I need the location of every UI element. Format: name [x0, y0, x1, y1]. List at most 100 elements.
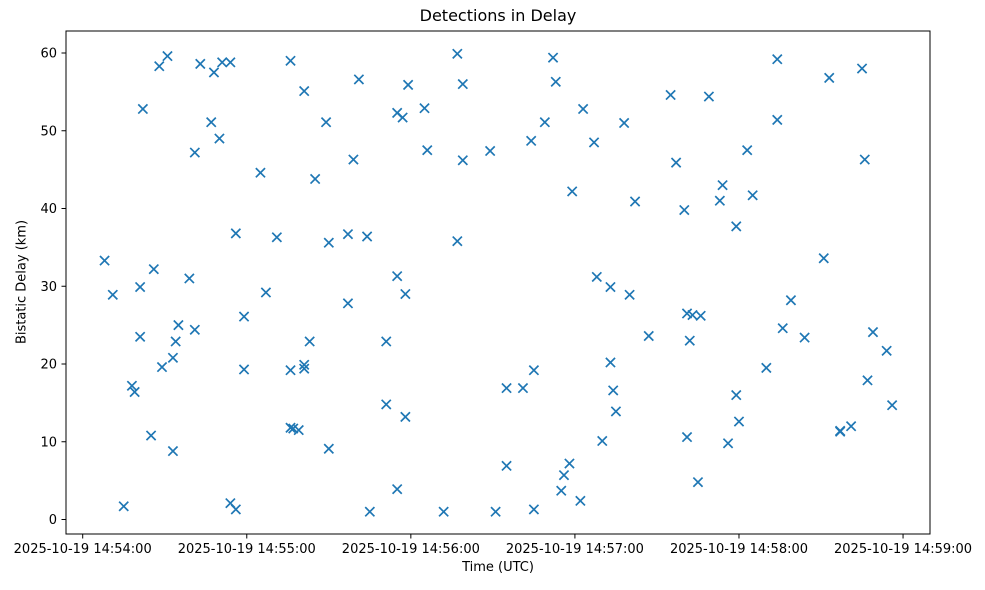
scatter-point — [214, 133, 225, 144]
scatter-point — [260, 287, 272, 298]
scatter-point — [605, 357, 616, 368]
scatter-point — [400, 288, 411, 300]
y-tick-label: 60 — [40, 47, 57, 62]
scatter-point — [162, 50, 173, 62]
scatter-point — [137, 103, 149, 115]
scatter-point — [391, 270, 403, 282]
scatter-point — [298, 359, 310, 370]
scatter-point — [195, 58, 206, 70]
scatter-point — [681, 431, 693, 443]
scatter-point — [126, 380, 138, 391]
scatter-point — [528, 504, 540, 515]
axes-spines — [65, 30, 931, 535]
scatter-point — [818, 253, 829, 264]
scatter-point — [566, 186, 578, 197]
scatter-point — [342, 228, 354, 240]
y-tick-label: 0 — [49, 513, 57, 528]
scatter-point — [323, 237, 335, 248]
scatter-point — [452, 235, 463, 247]
x-tick-label: 2025-10-19 14:55:00 — [178, 542, 316, 557]
scatter-point — [610, 406, 622, 417]
scatter-point — [886, 400, 898, 411]
scatter-point — [722, 438, 734, 449]
scatter-point — [490, 506, 501, 517]
scatter-point — [528, 365, 540, 376]
scatter-point — [208, 67, 220, 78]
scatter-point — [539, 116, 551, 128]
scatter-point — [772, 54, 783, 65]
scatter-point — [348, 154, 359, 165]
scatter-point — [785, 295, 797, 306]
scatter-point — [859, 154, 870, 165]
scatter-point — [107, 289, 118, 301]
scatter-point — [564, 458, 575, 469]
scatter-point — [862, 375, 873, 386]
scatter-point — [189, 324, 201, 335]
y-tick-label: 20 — [40, 358, 57, 373]
scatter-point — [624, 289, 635, 301]
scatter-point — [298, 85, 310, 97]
scatter-point — [184, 273, 195, 284]
scatter-point — [799, 332, 810, 343]
scatter-point — [629, 196, 641, 207]
x-tick-label: 2025-10-19 14:54:00 — [14, 542, 152, 557]
scatter-point — [824, 72, 835, 84]
scatter-point — [255, 167, 266, 178]
scatter-point — [167, 445, 179, 457]
scatter-point — [558, 469, 570, 481]
scatter-point — [364, 506, 376, 517]
scatter-point — [422, 144, 433, 156]
x-tick-label: 2025-10-19 14:59:00 — [834, 542, 972, 557]
scatter-point — [320, 116, 332, 128]
scatter-point — [285, 422, 296, 433]
y-tick-label: 30 — [40, 280, 57, 295]
scatter-point — [834, 426, 846, 437]
scatter-point — [525, 135, 537, 147]
scatter-point — [856, 63, 868, 74]
scatter-point — [731, 221, 742, 232]
scatter-point — [556, 485, 567, 496]
x-tick-label: 2025-10-19 14:58:00 — [670, 542, 808, 557]
x-tick-label: 2025-10-19 14:57:00 — [506, 542, 644, 557]
scatter-point — [687, 309, 698, 321]
scatter-point — [145, 430, 157, 441]
scatter-point — [772, 114, 783, 126]
scatter-point — [225, 57, 236, 68]
scatter-point — [309, 173, 321, 185]
scatter-point — [438, 506, 449, 517]
scatter-point — [99, 255, 110, 266]
x-tick-label: 2025-10-19 14:56:00 — [342, 542, 480, 557]
scatter-point — [575, 495, 586, 507]
scatter-point — [717, 179, 728, 191]
scatter-point — [156, 361, 168, 373]
scatter-point — [238, 364, 250, 375]
scatter-point — [703, 91, 715, 102]
scatter-point — [381, 399, 392, 410]
scatter-point — [695, 310, 706, 321]
scatter-point — [550, 76, 561, 87]
scatter-point — [361, 231, 373, 242]
scatter-point — [353, 74, 365, 85]
scatter-point — [692, 476, 704, 488]
scatter-point — [684, 335, 695, 346]
y-tick-label: 10 — [40, 435, 57, 450]
scatter-point — [173, 319, 184, 331]
scatter-point — [733, 416, 745, 427]
scatter-point — [293, 424, 304, 436]
scatter-point — [597, 435, 608, 447]
scatter-point — [148, 263, 159, 275]
scatter-point — [679, 204, 690, 216]
scatter-point — [170, 336, 181, 347]
scatter-point — [867, 326, 879, 338]
scatter-point — [154, 61, 165, 72]
scatter-point — [845, 420, 857, 432]
scatter-point — [777, 323, 788, 334]
scatter-point — [402, 79, 414, 91]
scatter-point — [484, 145, 496, 157]
scatter-point — [643, 330, 654, 342]
scatter-point — [285, 55, 296, 66]
scatter-point — [714, 195, 726, 206]
y-tick-label: 40 — [40, 202, 57, 217]
